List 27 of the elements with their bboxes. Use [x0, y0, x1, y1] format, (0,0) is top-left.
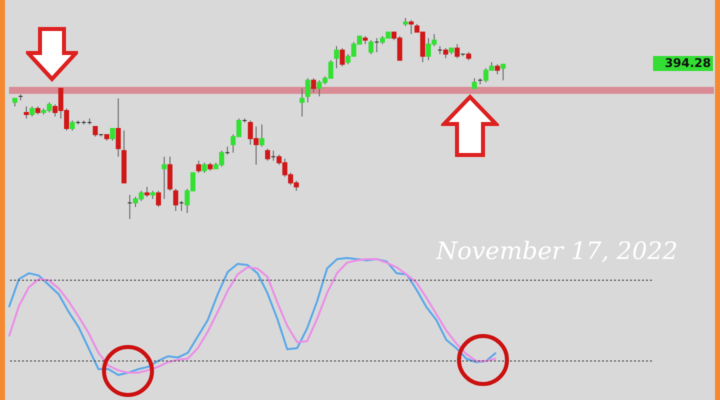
candlestick: [144, 186, 150, 198]
candlestick: [162, 156, 167, 200]
candlestick: [30, 106, 35, 117]
candlestick: [156, 190, 161, 208]
candlestick: [24, 106, 29, 119]
candlestick: [300, 88, 305, 117]
candlestick: [70, 120, 75, 132]
candlestick: [173, 188, 178, 212]
candlestick: [368, 40, 374, 55]
candlestick: [340, 48, 345, 67]
candlestick: [334, 46, 340, 69]
candlestick: [500, 64, 506, 81]
candlestick: [259, 124, 264, 148]
candlestick: [443, 48, 448, 59]
candlestick: [494, 64, 500, 75]
candlestick: [92, 126, 98, 138]
candlestick: [265, 148, 270, 162]
candlestick: [472, 78, 477, 89]
candlestick: [305, 78, 310, 103]
candlestick: [196, 160, 202, 174]
candlestick: [110, 128, 116, 142]
candlestick: [311, 78, 316, 93]
candlestick: [454, 44, 460, 59]
candlestick: [202, 162, 207, 174]
candlestick: [408, 20, 414, 35]
candlestick: [116, 98, 121, 158]
text: 394.28: [653, 56, 713, 71]
